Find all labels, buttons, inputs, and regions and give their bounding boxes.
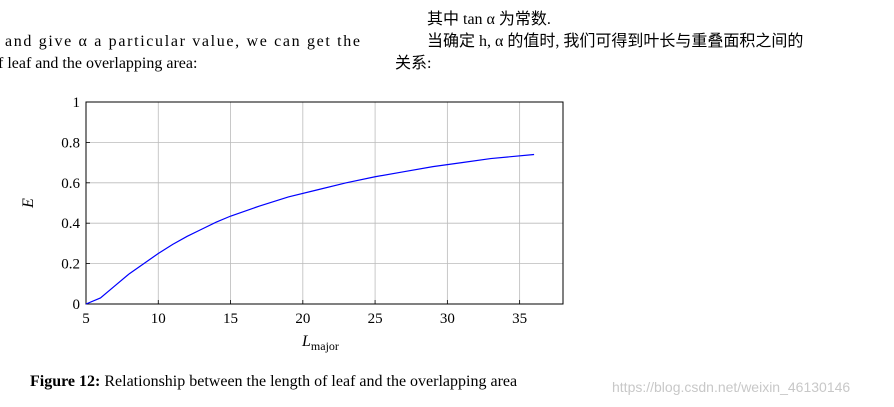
x-axis-label-main: L [301,333,311,350]
x-tick-label: 35 [512,311,527,327]
right-text-line: 当确定 h, α 的值时, 我们可得到叶长与重叠面积之间的 [427,32,803,50]
x-tick-label: 20 [295,311,310,327]
x-tick-label: 15 [223,311,238,327]
chart: 5 10 15 20 25 30 35 0 0.2 0.4 0.6 0.8 1 [61,95,564,327]
x-tick-label: 5 [82,311,90,327]
y-axis-label: E [20,198,37,209]
y-tick-label: 0.8 [61,135,80,151]
x-axis-label: Lmajor [301,333,339,353]
x-tick-label: 10 [151,311,166,327]
y-tick-label: 0.4 [61,216,80,232]
y-tick-label: 0 [73,297,81,313]
y-tick-label: 0.2 [61,257,80,273]
data-line [85,153,535,305]
caption-label: Figure 12: [30,373,100,390]
x-tick-label: 25 [368,311,383,327]
watermark: https://blog.csdn.net/weixin_46130146 [612,379,850,395]
y-tick-label: 0.6 [61,176,80,192]
caption: Figure 12: Relationship between the leng… [30,373,517,390]
x-axis-label-subscript: major [311,339,339,353]
caption-text: Relationship between the length of leaf … [104,373,517,390]
plot-frame [85,101,564,305]
right-text-line: 关系: [395,54,431,72]
left-text-line: f leaf and the overlapping area: [0,55,197,72]
right-text-line: 其中 tan α 为常数. [427,10,551,28]
x-tick-label: 30 [440,311,455,327]
left-text-line: and give α a particular value, we can ge… [5,33,360,50]
y-tick-label: 1 [73,95,81,111]
